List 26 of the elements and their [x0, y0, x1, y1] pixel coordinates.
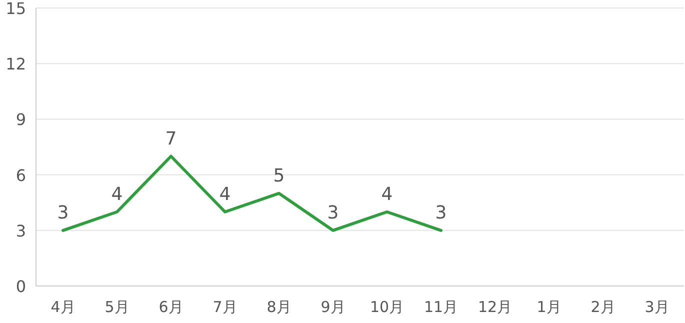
y-tick-label: 3	[16, 221, 26, 240]
x-tick-label: 9月	[320, 298, 346, 316]
y-tick-label: 6	[16, 166, 26, 185]
x-tick-label: 5月	[104, 298, 130, 316]
data-label: 5	[273, 165, 285, 186]
x-tick-label: 7月	[212, 298, 238, 316]
y-tick-label: 12	[6, 54, 26, 74]
data-label: 4	[381, 184, 393, 205]
y-tick-label: 0	[16, 277, 26, 296]
x-tick-label: 4月	[50, 298, 76, 316]
x-tick-label: 6月	[158, 298, 184, 316]
x-tick-label: 12月	[478, 298, 512, 316]
data-label: 3	[57, 202, 69, 224]
data-label: 4	[219, 184, 231, 205]
data-label: 3	[435, 202, 447, 224]
x-tick-label: 1月	[536, 298, 562, 316]
data-label: 4	[111, 184, 123, 205]
x-tick-label: 10月	[370, 298, 404, 316]
x-tick-label: 8月	[266, 298, 292, 316]
y-tick-label: 9	[16, 110, 26, 130]
data-label: 7	[165, 128, 177, 150]
x-tick-label: 11月	[424, 298, 458, 316]
data-label: 3	[327, 202, 339, 224]
x-tick-label: 2月	[590, 298, 616, 316]
y-tick-label: 15	[6, 0, 26, 18]
x-tick-label: 3月	[644, 298, 670, 316]
